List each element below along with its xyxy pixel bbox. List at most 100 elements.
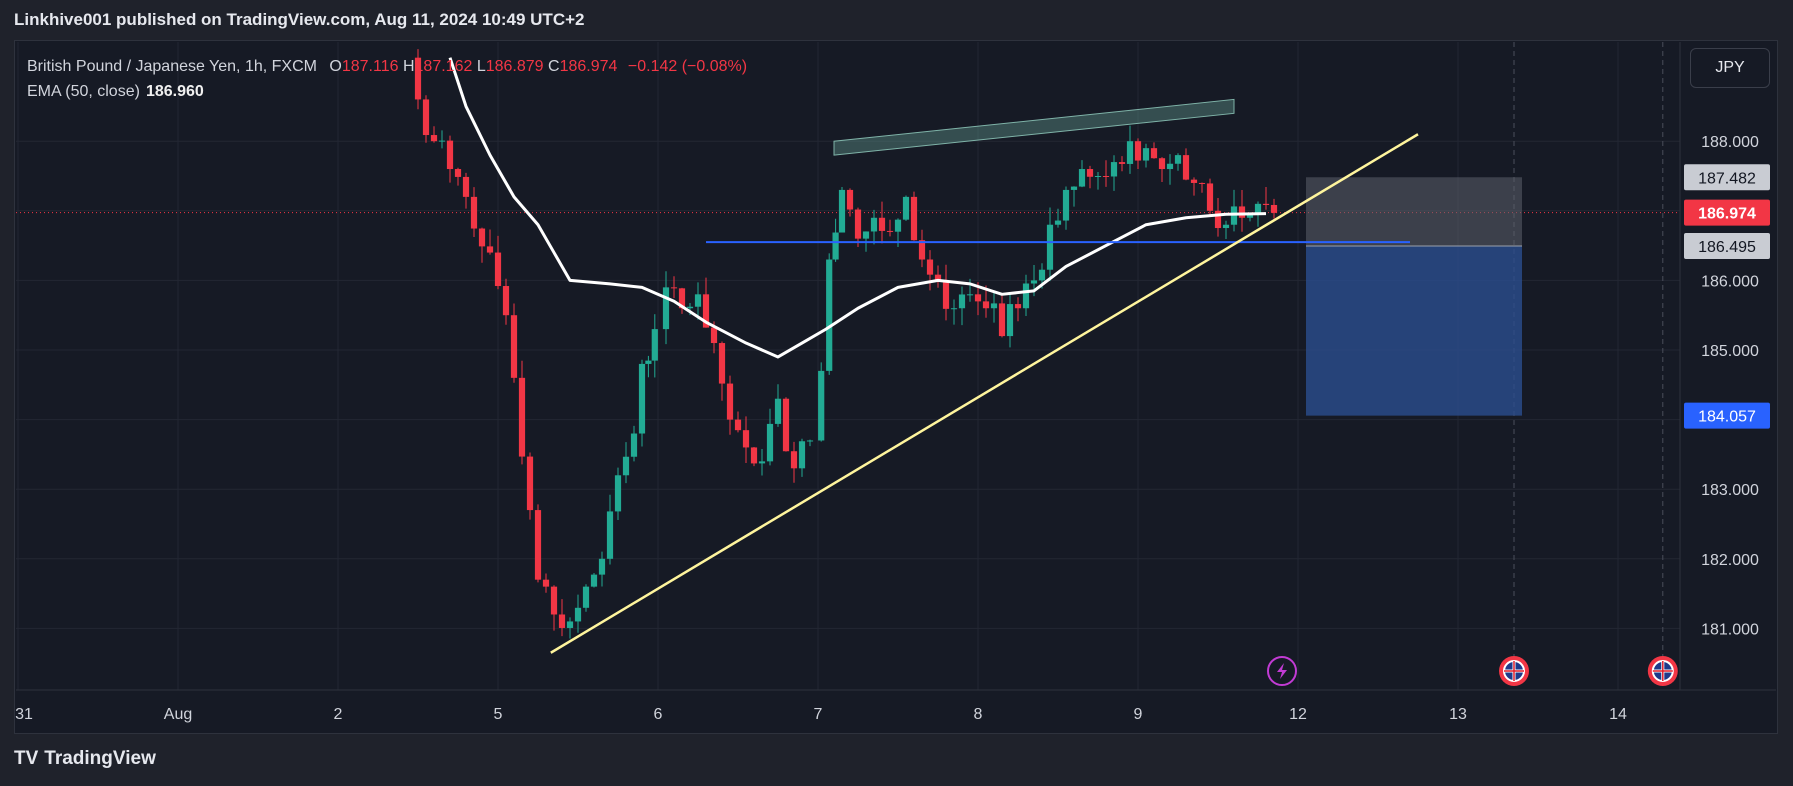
- y-tick-label: 188.000: [1701, 134, 1759, 151]
- candle-body: [910, 196, 918, 241]
- symbol-name[interactable]: British Pound / Japanese Yen, 1h, FXCM: [27, 58, 317, 75]
- candle-body: [454, 169, 462, 177]
- candle-body: [622, 456, 630, 476]
- candle-body: [1150, 148, 1158, 159]
- candle-body: [750, 447, 758, 464]
- price-label-stop: 187.482: [1698, 170, 1756, 187]
- x-tick-label: 2: [334, 706, 343, 723]
- candle-body: [1094, 176, 1102, 177]
- tradingview-brand[interactable]: TV TradingView: [14, 748, 156, 770]
- candle-body: [438, 140, 446, 142]
- candle-body: [494, 252, 502, 287]
- lightning-glyph: [1277, 663, 1287, 679]
- candle-body: [1102, 176, 1110, 177]
- plot-area: [16, 42, 1680, 690]
- currency-button[interactable]: JPY: [1690, 48, 1770, 88]
- change-value: −0.142 (−0.08%): [627, 58, 748, 75]
- candle-body: [590, 574, 598, 587]
- candle-body: [1086, 169, 1094, 177]
- candle-body: [670, 287, 678, 289]
- high-value: 187.162: [414, 58, 473, 75]
- candle-body: [470, 196, 478, 229]
- candle-body: [774, 398, 782, 424]
- price-label-target: 184.057: [1698, 409, 1756, 426]
- candle-body: [694, 294, 702, 307]
- candle-body: [926, 259, 934, 275]
- candle-body: [630, 433, 638, 457]
- candle-body: [478, 228, 486, 247]
- candle-body: [838, 189, 846, 233]
- price-label-stop-box: [1684, 164, 1770, 191]
- candle-body: [1134, 141, 1142, 161]
- candle-body: [1062, 189, 1070, 221]
- candle-body: [422, 99, 430, 136]
- candle-body: [950, 308, 958, 310]
- close-value: 186.974: [559, 58, 618, 75]
- candle-body: [818, 370, 825, 441]
- candle-body: [1206, 183, 1214, 211]
- candle-body: [638, 363, 646, 434]
- candle-body: [902, 196, 910, 220]
- candle-body: [534, 510, 542, 580]
- ema-50-line: [448, 57, 1267, 359]
- candle-body: [1222, 224, 1230, 229]
- candle-body: [518, 377, 526, 457]
- candle-body: [446, 140, 454, 170]
- candle-body: [526, 456, 534, 511]
- low-value: 186.879: [485, 58, 544, 75]
- candle-body: [574, 607, 582, 622]
- candle-body: [870, 217, 878, 232]
- candle-body: [832, 232, 839, 260]
- candle-body: [1006, 304, 1014, 337]
- price-label-last: 186.974: [1698, 206, 1756, 223]
- candle-body: [726, 383, 734, 420]
- publisher-line: Linkhive001 published on TradingView.com…: [14, 10, 585, 29]
- candle-body: [790, 451, 798, 469]
- candle-body: [510, 315, 518, 378]
- candle-body: [854, 209, 862, 239]
- ema-label[interactable]: EMA (50, close): [27, 83, 140, 100]
- candle-body: [1014, 304, 1022, 309]
- candle-body: [918, 240, 926, 260]
- candle-body: [734, 419, 742, 431]
- y-tick-label: 186.000: [1701, 273, 1759, 290]
- price-label-entry-box: [1684, 232, 1770, 259]
- candle-body: [1110, 162, 1118, 177]
- candle-body: [718, 343, 726, 384]
- candle-body: [651, 329, 658, 361]
- price-label-target-box: [1684, 402, 1770, 429]
- candle-body: [878, 217, 886, 231]
- candle-body: [1054, 220, 1062, 225]
- x-tick-label: 31: [15, 706, 33, 723]
- candle-body: [486, 246, 494, 253]
- ema-value: 186.960: [145, 83, 204, 100]
- x-tick-label: 7: [814, 706, 823, 723]
- candle-body: [846, 189, 854, 210]
- candle-body: [558, 614, 566, 628]
- candle-body: [958, 294, 966, 309]
- y-tick-label: 185.000: [1701, 343, 1759, 360]
- open-value: 187.116: [341, 58, 399, 75]
- chart-legend: British Pound / Japanese Yen, 1h, FXCM O…: [27, 54, 747, 104]
- price-label-last-box: [1684, 199, 1770, 226]
- candle-body: [1262, 203, 1270, 205]
- candle-body: [990, 303, 998, 309]
- candle-body: [798, 441, 806, 469]
- low-label: L: [476, 58, 486, 75]
- candle-body: [758, 461, 766, 464]
- candle-body: [462, 176, 470, 197]
- candle-body: [862, 231, 870, 239]
- open-label: O: [329, 58, 342, 75]
- candle-body: [550, 586, 558, 615]
- candle-body: [1238, 206, 1246, 218]
- candle-body: [766, 423, 774, 462]
- tradingview-logo-icon: TV: [14, 748, 39, 769]
- resistance-channel: [833, 98, 1235, 156]
- candle-body: [542, 579, 550, 587]
- candle-body: [1126, 141, 1134, 164]
- candle-body: [1078, 169, 1086, 187]
- candle-body: [1030, 280, 1038, 284]
- candle-body: [1070, 186, 1078, 190]
- x-tick-label: 9: [1134, 706, 1143, 723]
